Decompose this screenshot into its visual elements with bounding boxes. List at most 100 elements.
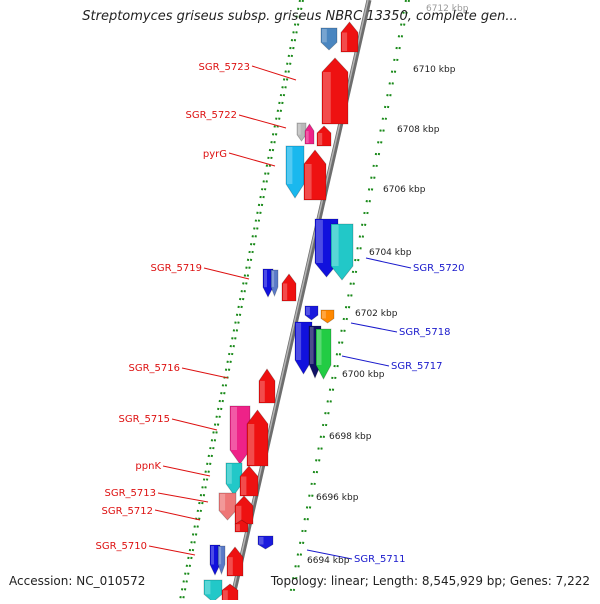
gene-arrow-11[interactable] [270, 269, 279, 298]
gene-arrow-shine-20 [248, 424, 255, 465]
gene-arrow-shine-5 [318, 133, 323, 145]
gene-labels: SGR_5723 SGR_5722 pyrG SGR_5719 SGR_5716 SGR_… [96, 62, 465, 565]
gene-label[interactable]: SGR_5718 [399, 327, 451, 338]
gene-arrow-shine-26 [259, 537, 264, 545]
gene-arrow-4[interactable] [304, 123, 315, 145]
gene-arrow-shine-3 [298, 124, 301, 135]
gene-label[interactable]: SGR_5716 [129, 363, 181, 374]
leader-line-9 [148, 545, 196, 556]
scale-tick-label: 6694 kbp [307, 556, 350, 566]
gene-label[interactable]: SGR_5715 [119, 414, 171, 425]
gene-arrow-13[interactable] [304, 305, 319, 321]
gene-arrow-shine-0 [322, 29, 327, 43]
gene-arrow-shine-6 [287, 147, 293, 184]
gene-arrow-shine-14 [322, 311, 326, 319]
gene-arrow-shine-29 [228, 557, 233, 575]
gene-arrow-shine-17 [317, 330, 322, 365]
leader-line-6 [162, 465, 211, 477]
scale-tick-label: 6696 kbp [316, 493, 359, 503]
gene-arrow-28[interactable] [217, 545, 226, 576]
gene-arrow-shine-19 [231, 407, 237, 450]
gene-arrow-shine-4 [306, 131, 309, 143]
gene-label[interactable]: ppnK [135, 461, 161, 472]
gene-arrow-24[interactable] [234, 495, 254, 525]
gene-arrow-22[interactable] [239, 465, 259, 497]
gene-arrow-shine-27 [211, 546, 214, 565]
gene-arrow-9[interactable] [330, 223, 354, 281]
gene-arrow-5[interactable] [316, 125, 332, 147]
leader-line-12 [341, 355, 390, 367]
gene-label[interactable]: SGR_5723 [199, 62, 251, 73]
scale-tick-label: 6712 kbp [426, 4, 469, 14]
scale-tick-label: 6708 kbp [397, 125, 440, 135]
scale-tick-label: 6710 kbp [413, 65, 456, 75]
gene-arrow-18[interactable] [258, 368, 276, 404]
leader-line-13 [306, 549, 353, 560]
gene-arrow-shine-10 [264, 270, 267, 288]
gene-arrows [203, 21, 359, 603]
gene-arrow-shine-18 [260, 380, 265, 402]
gene-arrow-26[interactable] [257, 535, 274, 550]
leader-line-3 [203, 267, 250, 280]
gene-arrow-0[interactable] [320, 27, 338, 51]
gene-arrow-17[interactable] [315, 328, 332, 380]
gene-label[interactable]: SGR_5713 [105, 488, 157, 499]
gene-arrow-shine-23 [220, 494, 226, 511]
gene-arrow-shine-11 [272, 271, 275, 287]
leader-line-5 [171, 418, 218, 431]
gene-label[interactable]: pyrG [203, 149, 227, 160]
gene-arrow-shine-22 [241, 476, 247, 495]
gene-arrow-1[interactable] [340, 21, 359, 53]
gene-arrow-23[interactable] [218, 492, 237, 521]
gene-arrow-27[interactable] [209, 544, 221, 576]
gene-arrow-15[interactable] [294, 321, 313, 375]
gene-label[interactable]: SGR_5711 [354, 554, 406, 565]
gene-arrow-14[interactable] [320, 309, 335, 324]
leader-line-4 [181, 367, 229, 379]
gene-arrow-shine-30 [205, 581, 211, 595]
gene-arrow-21[interactable] [225, 462, 243, 496]
gene-label[interactable]: SGR_5710 [96, 541, 148, 552]
scale-tick-label: 6698 kbp [329, 432, 372, 442]
gene-label[interactable]: SGR_5719 [151, 263, 203, 274]
leader-line-11 [350, 322, 398, 333]
scale-tick-label: 6700 kbp [342, 370, 385, 380]
gene-arrow-10[interactable] [262, 268, 274, 298]
gene-arrow-25[interactable] [234, 519, 249, 533]
scale-tick-label: 6706 kbp [383, 185, 426, 195]
gene-arrow-shine-8 [316, 220, 323, 263]
scale-tick-label: 6702 kbp [355, 309, 398, 319]
gene-label[interactable]: SGR_5712 [102, 506, 154, 517]
gene-arrow-shine-13 [306, 307, 310, 316]
leader-line-8 [154, 509, 201, 521]
gene-arrow-30[interactable] [203, 579, 223, 603]
gene-label[interactable]: SGR_5720 [413, 263, 465, 274]
gene-label[interactable]: SGR_5722 [186, 110, 238, 121]
gene-arrow-shine-31 [223, 590, 228, 601]
gene-arrow-shine-12 [283, 283, 288, 300]
gene-arrow-3[interactable] [296, 122, 307, 142]
guide-rail-1 [182, 0, 304, 601]
gene-arrow-12[interactable] [281, 273, 297, 302]
leader-line-1 [238, 114, 287, 129]
gene-arrow-19[interactable] [229, 405, 251, 465]
scale-tick-label: 6704 kbp [369, 248, 412, 258]
leader-line-0 [251, 65, 297, 81]
gene-arrow-2[interactable] [321, 57, 349, 125]
gene-label[interactable]: SGR_5717 [391, 361, 443, 372]
guide-rail-0 [179, 0, 301, 601]
gene-arrow-shine-28 [219, 547, 222, 565]
leader-line-10 [365, 257, 412, 269]
gene-arrow-shine-21 [227, 464, 232, 484]
gene-arrow-shine-25 [236, 524, 240, 531]
gene-arrow-29[interactable] [226, 546, 244, 577]
gene-arrow-shine-15 [296, 323, 302, 360]
label-leaders [148, 65, 412, 560]
gene-arrow-6[interactable] [285, 145, 305, 199]
gene-arrow-20[interactable] [246, 409, 269, 467]
leader-line-2 [228, 152, 276, 167]
scale-dots [179, 0, 410, 601]
gene-arrow-7[interactable] [303, 149, 327, 201]
